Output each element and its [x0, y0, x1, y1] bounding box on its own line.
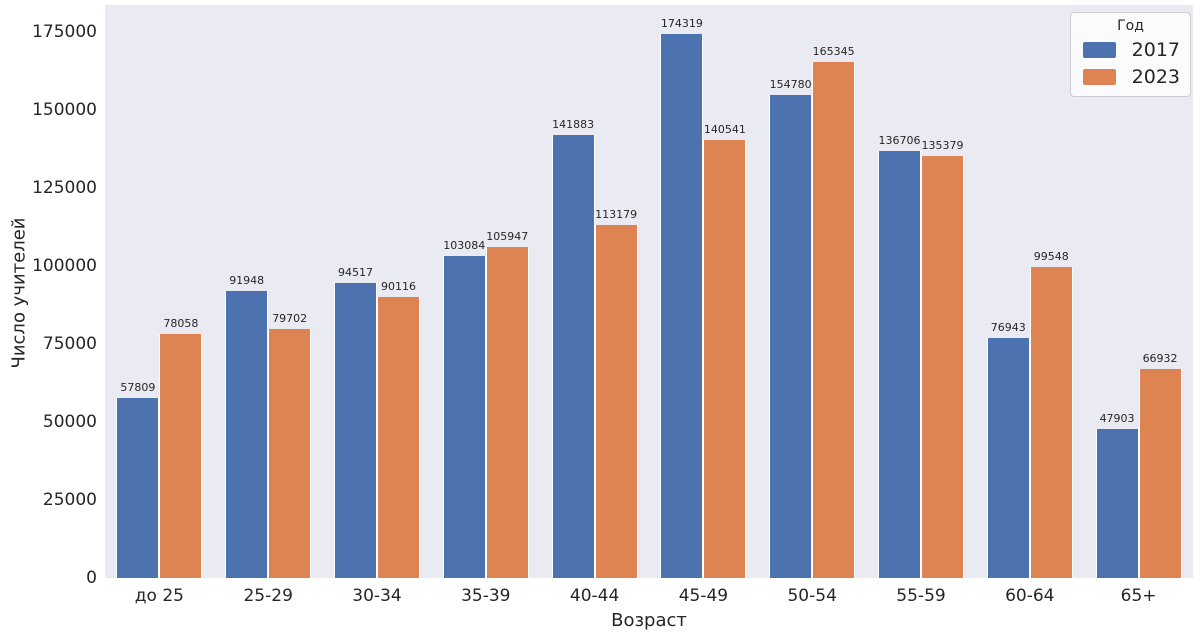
x-tick-label: 30-34 [352, 586, 402, 606]
bar-value-label: 79702 [272, 312, 308, 326]
bar-2017: 136706 [877, 134, 921, 578]
x-tick-label: 60-64 [1005, 586, 1055, 606]
bar-group: 57809 78058 [105, 5, 214, 578]
plot-area: 57809 78058 91948 79702 94517 90116 103084 1059… [105, 5, 1193, 578]
bar-value-label: 135379 [921, 138, 964, 152]
bar-2017: 174319 [660, 17, 704, 578]
bar-group: 76943 99548 [975, 5, 1084, 578]
bar-2017: 103084 [442, 239, 486, 578]
y-tick-label: 50000 [42, 411, 97, 432]
bar-2023: 90116 [376, 280, 420, 578]
bar-2017: 91948 [225, 274, 269, 578]
bar-value-label: 103084 [443, 239, 486, 253]
y-tick-label: 100000 [32, 255, 97, 276]
legend-title: Год [1117, 18, 1144, 34]
bar-value-label: 90116 [380, 279, 416, 293]
bar-group: 174319 140541 [649, 5, 758, 578]
bar-value-label: 136706 [878, 134, 921, 148]
bar-group: 141883 113179 [540, 5, 649, 578]
bar-group: 94517 90116 [323, 5, 432, 578]
bar-value-label: 99548 [1033, 250, 1069, 264]
legend-label: 2023 [1131, 66, 1180, 88]
bar-value-label: 140541 [703, 122, 746, 136]
bar-2017: 57809 [116, 381, 160, 578]
legend-label: 2017 [1131, 39, 1180, 61]
bar-value-label: 76943 [990, 320, 1026, 334]
bar-value-label: 113179 [595, 207, 638, 221]
legend-items: 2017 2023 [1079, 39, 1182, 88]
bar-2023: 99548 [1029, 250, 1073, 578]
bar-2023: 79702 [268, 312, 312, 578]
legend-swatch-2017 [1083, 42, 1116, 58]
bar-2023: 78058 [159, 317, 203, 578]
x-tick-label: 40-44 [569, 586, 620, 606]
x-tick-label: 25-29 [243, 586, 293, 606]
x-tick-label: до 25 [134, 586, 184, 606]
bar-value-label: 94517 [337, 266, 373, 280]
x-tick-label: 65+ [1120, 586, 1157, 606]
bar-2017: 47903 [1095, 412, 1139, 578]
bar-value-label: 154780 [769, 78, 812, 92]
bar-value-label: 165345 [812, 45, 855, 59]
bar-group: 91948 79702 [214, 5, 323, 578]
bar-2023: 113179 [594, 208, 638, 578]
y-axis-label: Число учителей [8, 217, 30, 369]
y-tick-label: 175000 [32, 21, 97, 42]
bar-group: 103084 105947 [431, 5, 540, 578]
x-tick-label: 45-49 [678, 586, 729, 606]
bar-value-label: 174319 [660, 17, 703, 31]
bar-2023: 105947 [485, 230, 529, 578]
x-tick-label: 35-39 [461, 586, 511, 606]
bar-2017: 154780 [769, 78, 813, 578]
bar-2017: 76943 [986, 321, 1030, 578]
bar-value-label: 47903 [1099, 411, 1135, 425]
x-axis-label: Возраст [611, 610, 687, 631]
legend-swatch-2023 [1083, 69, 1116, 85]
bar-value-label: 91948 [229, 274, 265, 288]
bar-value-label: 105947 [486, 230, 529, 244]
bar-group: 47903 66932 [1084, 5, 1193, 578]
bar-group: 154780 165345 [758, 5, 867, 578]
bar-2023: 165345 [812, 45, 856, 578]
legend: Год 2017 2023 [1070, 12, 1191, 97]
bar-2023: 66932 [1138, 352, 1182, 578]
y-tick-label: 150000 [32, 99, 97, 120]
bar-value-label: 57809 [120, 380, 156, 394]
x-tick-label: 55-59 [896, 586, 946, 606]
bar-2017: 141883 [551, 118, 595, 578]
legend-item-2017: 2017 [1079, 39, 1182, 61]
bar-value-label: 78058 [163, 317, 199, 331]
y-tick-label: 25000 [42, 489, 97, 510]
x-tick-label: 50-54 [787, 586, 837, 606]
bar-group: 136706 135379 [867, 5, 976, 578]
bar-value-label: 141883 [552, 118, 595, 132]
bar-2023: 140541 [703, 123, 747, 578]
legend-item-2023: 2023 [1079, 66, 1182, 88]
bar-2017: 94517 [333, 266, 377, 578]
y-tick-label: 0 [86, 568, 97, 588]
y-tick-label: 75000 [42, 333, 97, 354]
bar-2023: 135379 [920, 139, 964, 578]
y-tick-label: 125000 [32, 177, 97, 198]
bar-value-label: 66932 [1142, 352, 1178, 366]
